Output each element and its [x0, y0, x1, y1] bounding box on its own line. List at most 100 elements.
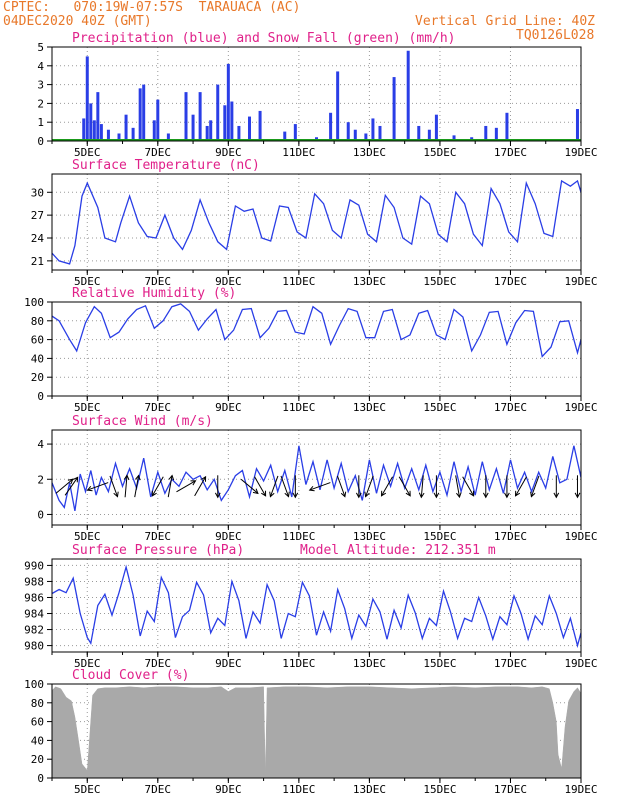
precip-bar: [85, 56, 89, 141]
wind-arrow-head: [355, 492, 362, 499]
header-date: 04DEC2020 40Z (GMT): [3, 14, 152, 29]
wind-arrow: [530, 475, 540, 497]
wind-arrow: [336, 475, 346, 497]
precip-bar: [494, 127, 498, 141]
cloud-ytick-label: 100: [24, 678, 44, 691]
temp-xtick-label: 15DEC: [423, 275, 456, 288]
wind-arrow: [309, 482, 331, 491]
precip-bar: [392, 77, 396, 141]
precip-bar: [353, 129, 357, 141]
pres-subtitle: Model Altitude: 212.351 m: [300, 543, 496, 558]
precip-bar: [364, 133, 368, 141]
rh-xtick-label: 11DEC: [282, 401, 315, 414]
cloud-frame: [51, 683, 582, 779]
wind-arrow: [55, 478, 74, 494]
cloud-xtick-label: 19DEC: [564, 783, 597, 796]
wind-arrow-head: [364, 491, 370, 498]
wind-arrow: [420, 475, 424, 498]
wind-arrow: [269, 475, 279, 497]
pres-xtick-label: 7DEC: [145, 657, 172, 670]
wind-arrow: [87, 482, 109, 491]
cloud-plot: [52, 686, 581, 778]
wind-arrow: [455, 475, 460, 498]
precip-bar: [230, 101, 234, 141]
precip-bar: [484, 125, 488, 141]
wind-arrow-head: [86, 485, 93, 492]
pres-plot: [52, 564, 581, 649]
temp-xtick-label: 11DEC: [282, 275, 315, 288]
pres-xtick-label: 19DEC: [564, 657, 597, 670]
precip-bar: [336, 71, 340, 141]
precip-bar: [329, 112, 333, 141]
temp-ytick-label: 30: [31, 186, 44, 199]
wind-arrow: [462, 476, 475, 497]
cloud-title: Cloud Cover (%): [72, 668, 189, 683]
wind-arrow-head: [553, 492, 560, 499]
cloud-xtick-label: 15DEC: [423, 783, 456, 796]
rh-xtick-label: 5DEC: [74, 401, 101, 414]
wind-arrow-head: [261, 490, 267, 497]
pres-ytick-label: 984: [24, 608, 44, 621]
wind-arrow: [124, 475, 128, 498]
header-code: TQ0126L028: [516, 28, 595, 43]
temp-ytick-label: 27: [31, 209, 44, 222]
wind-arrow: [167, 475, 173, 498]
precip-bar: [371, 118, 375, 141]
wind-arrow-head: [405, 490, 411, 497]
temp-xtick-label: 9DEC: [215, 275, 242, 288]
precip-ytick-label: 5: [37, 41, 44, 54]
precip-plot: [52, 50, 581, 141]
cloud-ytick-label: 0: [37, 772, 44, 785]
precip-bar: [283, 131, 287, 141]
precip-bar: [184, 92, 188, 141]
cloud-ytick-label: 60: [31, 716, 44, 729]
precip-bar: [117, 133, 121, 141]
precip-bar: [209, 120, 213, 141]
wind-arrow-head: [504, 492, 510, 499]
rh-line: [52, 303, 581, 358]
rh-xtick-label: 19DEC: [564, 401, 597, 414]
precip-bar: [89, 103, 93, 141]
wind-arrow-head: [123, 474, 130, 481]
precip-bar: [378, 125, 382, 141]
header-grid-note: Vertical Grid Line: 40Z: [415, 14, 596, 29]
precip-panel: Precipitation (blue) and Snow Fall (gree…: [37, 31, 597, 159]
wind-arrow: [280, 475, 289, 497]
wind-arrow-head: [269, 491, 275, 498]
temp-frame: [51, 173, 582, 271]
precip-bar: [434, 114, 438, 141]
wind-arrow-head: [252, 488, 259, 495]
wind-xtick-label: 15DEC: [423, 530, 456, 543]
wind-arrow: [515, 476, 527, 497]
temp-panel: Surface Temperature (nC) 21 24 27 30 5DEC 7DEC…: [31, 158, 598, 288]
temp-xtick-label: 5DEC: [74, 275, 101, 288]
pres-panel: Surface Pressure (hPa) Model Altitude: 21…: [24, 543, 597, 670]
precip-bar: [92, 120, 96, 141]
pres-xtick-label: 11DEC: [282, 657, 315, 670]
rh-ytick-label: 20: [31, 371, 44, 384]
wind-arrow-head: [190, 480, 197, 486]
pres-ytick-label: 986: [24, 591, 44, 604]
wind-arrow-head: [469, 490, 475, 497]
precip-ytick-label: 0: [37, 135, 44, 148]
pres-ytick-label: 990: [24, 559, 44, 572]
precip-bar: [406, 50, 410, 141]
precip-bar: [216, 84, 220, 141]
precip-bar: [166, 133, 170, 141]
wind-arrow: [109, 475, 118, 497]
precip-xtick-label: 9DEC: [215, 146, 242, 159]
pres-ytick-label: 982: [24, 624, 44, 637]
precip-xtick-label: 13DEC: [353, 146, 386, 159]
pres-xtick-label: 13DEC: [353, 657, 386, 670]
cloud-xtick-label: 7DEC: [145, 783, 172, 796]
temp-xtick-label: 17DEC: [494, 275, 527, 288]
wind-panel: Surface Wind (m/s) 0 2 4 5DEC 7DEC 9DEC 11DEC 13…: [37, 414, 597, 543]
header-station: CPTEC: 070:19W-07:57S TARAUACA (AC): [3, 0, 301, 15]
rh-frame: [51, 301, 582, 397]
precip-xtick-label: 11DEC: [282, 146, 315, 159]
temp-plot: [52, 179, 581, 265]
precip-bar: [575, 109, 579, 141]
wind-arrow-head: [574, 492, 581, 499]
precip-ytick-label: 3: [37, 79, 44, 92]
pres-line: [52, 564, 581, 649]
